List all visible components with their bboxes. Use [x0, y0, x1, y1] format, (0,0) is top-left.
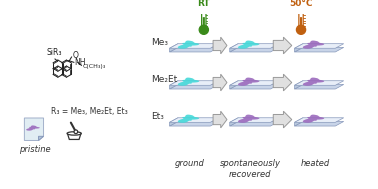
Polygon shape [238, 40, 259, 49]
Polygon shape [273, 37, 292, 54]
Polygon shape [67, 133, 81, 139]
Polygon shape [303, 77, 324, 86]
Polygon shape [294, 118, 303, 126]
Text: RT: RT [197, 0, 210, 8]
Polygon shape [170, 81, 178, 89]
Polygon shape [39, 136, 43, 140]
FancyBboxPatch shape [300, 17, 302, 27]
Polygon shape [213, 74, 227, 91]
Polygon shape [170, 84, 219, 89]
Polygon shape [230, 81, 238, 89]
Polygon shape [213, 37, 227, 54]
Polygon shape [170, 44, 178, 52]
Polygon shape [230, 118, 279, 122]
Text: pristine: pristine [19, 146, 50, 154]
Polygon shape [178, 40, 199, 49]
Polygon shape [273, 111, 292, 128]
Text: Me₃: Me₃ [151, 38, 168, 47]
Polygon shape [294, 81, 344, 85]
Polygon shape [294, 122, 344, 126]
Polygon shape [230, 81, 279, 85]
FancyBboxPatch shape [203, 17, 205, 27]
Polygon shape [170, 118, 219, 122]
FancyBboxPatch shape [201, 12, 206, 28]
Polygon shape [294, 118, 344, 122]
Polygon shape [238, 77, 259, 86]
Ellipse shape [67, 132, 81, 135]
Polygon shape [294, 44, 344, 48]
Polygon shape [303, 115, 324, 123]
Polygon shape [230, 84, 279, 89]
Polygon shape [230, 44, 279, 48]
Polygon shape [294, 84, 344, 89]
Text: O: O [72, 51, 78, 60]
Polygon shape [303, 40, 324, 49]
Text: ground: ground [175, 159, 205, 168]
Polygon shape [170, 47, 219, 52]
Polygon shape [230, 47, 279, 52]
Polygon shape [294, 47, 344, 52]
Polygon shape [170, 81, 219, 85]
Text: Et₃: Et₃ [151, 112, 164, 121]
Text: R₃ = Me₃, Me₂Et, Et₃: R₃ = Me₃, Me₂Et, Et₃ [51, 107, 128, 116]
Circle shape [199, 25, 208, 34]
FancyBboxPatch shape [299, 12, 303, 28]
Polygon shape [294, 81, 303, 89]
Circle shape [74, 130, 78, 134]
Text: Me₂Et: Me₂Et [151, 75, 177, 84]
Polygon shape [170, 122, 219, 126]
Polygon shape [178, 115, 199, 123]
Circle shape [296, 25, 306, 34]
Polygon shape [26, 125, 40, 131]
Text: NH: NH [74, 58, 86, 67]
Polygon shape [230, 118, 238, 126]
Polygon shape [24, 118, 43, 140]
Text: heated: heated [300, 159, 330, 168]
Polygon shape [230, 122, 279, 126]
Text: C(CH₃)₃: C(CH₃)₃ [82, 64, 105, 69]
Polygon shape [178, 77, 199, 86]
Text: spontaneously
recovered: spontaneously recovered [220, 159, 280, 179]
Polygon shape [294, 44, 303, 52]
Polygon shape [170, 118, 178, 126]
Polygon shape [273, 74, 292, 91]
Polygon shape [238, 115, 259, 123]
Polygon shape [213, 111, 227, 128]
Polygon shape [230, 44, 238, 52]
Text: SiR₃: SiR₃ [46, 49, 62, 57]
Polygon shape [170, 44, 219, 48]
Text: 50°C: 50°C [289, 0, 313, 8]
